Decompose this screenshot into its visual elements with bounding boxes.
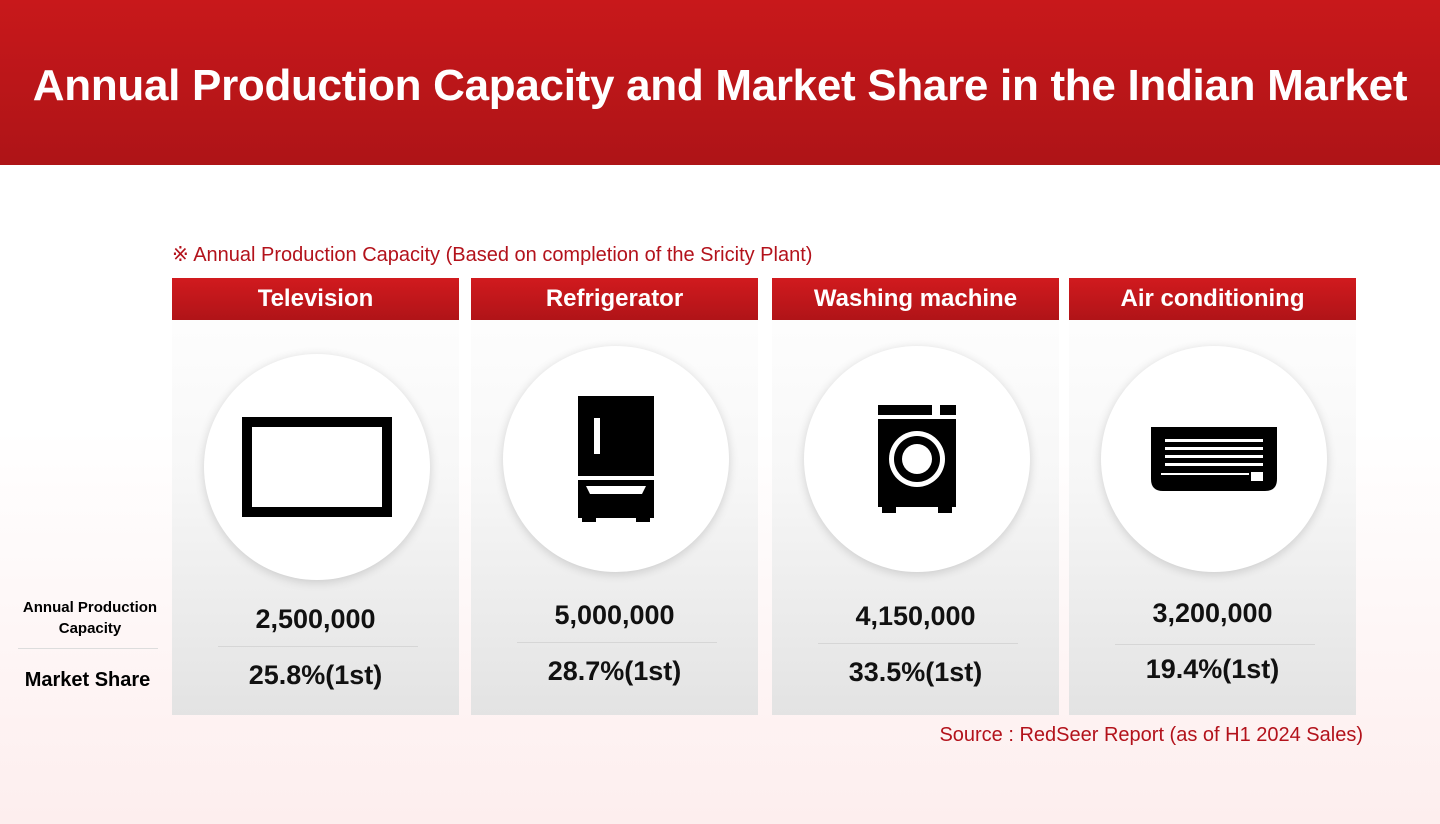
source-note: Source : RedSeer Report (as of H1 2024 S… [939,724,1363,746]
share-value-refrigerator: 28.7%(1st) [547,656,682,686]
card-header-refrigerator: Refrigerator [471,278,758,320]
capacity-row-label: Annual Production Capacity [22,599,158,637]
television-icon [242,417,392,517]
row-label-divider [18,648,158,649]
card-divider [517,642,717,643]
share-row-label: Market Share [24,669,151,691]
capacity-value-television: 2,500,000 [255,604,376,634]
capacity-note: ※ Annual Production Capacity (Based on c… [172,244,813,266]
refrigerator-icon [578,396,654,522]
washing-machine-icon [878,405,956,513]
page-title: Annual Production Capacity and Market Sh… [32,60,1408,110]
card-header-air-conditioning: Air conditioning [1069,278,1356,320]
card-divider [218,646,418,647]
capacity-value-refrigerator: 5,000,000 [554,600,675,630]
icon-circle-air-conditioning [1101,346,1327,572]
card-television: Television 2,500,000 25.8%(1st) [172,278,459,715]
capacity-value-washing-machine: 4,150,000 [855,601,976,631]
icon-circle-refrigerator [503,346,729,572]
icon-circle-washing-machine [804,346,1030,572]
card-divider [818,643,1018,644]
air-conditioner-icon [1151,427,1277,491]
card-header-television: Television [172,278,459,320]
card-washing-machine: Washing machine 4,150,000 33.5%(1st) [772,278,1059,715]
card-refrigerator: Refrigerator 5,000,000 28.7%(1st) [471,278,758,715]
card-air-conditioning: Air conditioning 3,200,000 19.4%(1st) [1069,278,1356,715]
card-divider [1115,644,1315,645]
icon-circle-television [204,354,430,580]
capacity-value-air-conditioning: 3,200,000 [1152,598,1273,628]
card-header-washing-machine: Washing machine [772,278,1059,320]
share-value-washing-machine: 33.5%(1st) [848,657,983,687]
title-banner: Annual Production Capacity and Market Sh… [0,0,1440,165]
share-value-television: 25.8%(1st) [248,660,383,690]
share-value-air-conditioning: 19.4%(1st) [1145,654,1280,684]
